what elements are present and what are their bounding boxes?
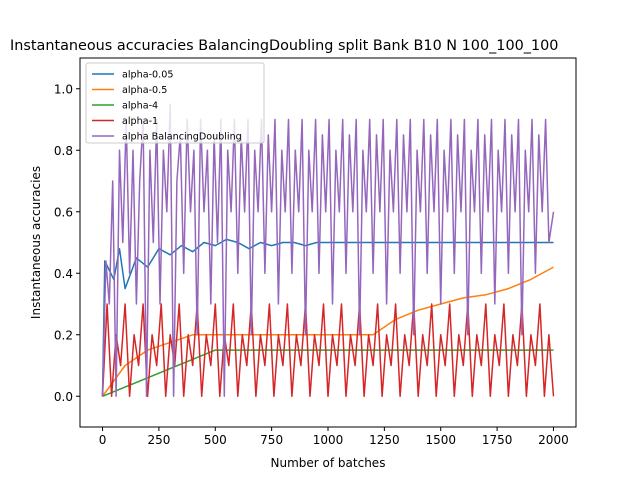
legend-label: alpha-0.05 (122, 70, 173, 81)
chart-title: Instantaneous accuracies BalancingDoubli… (10, 38, 558, 54)
series-line-4 (101, 103, 555, 398)
y-tick-label: 0.0 (54, 390, 73, 404)
y-axis-label: Instantaneous accuracies (29, 166, 43, 319)
x-tick-label: 250 (147, 433, 170, 447)
legend-box (85, 62, 265, 144)
legend-label: alpha-0.5 (122, 85, 167, 96)
legend-label: alpha-4 (122, 101, 158, 112)
y-tick-label: 0.6 (54, 205, 73, 219)
x-tick-label: 1750 (482, 433, 513, 447)
legend-label: alpha-1 (122, 116, 158, 127)
x-tick-label: 1000 (313, 433, 344, 447)
y-tick-label: 0.2 (54, 328, 73, 342)
series-line-3 (101, 303, 555, 398)
y-tick-label: 1.0 (54, 82, 73, 96)
legend-label: alpha BalancingDoubling (122, 132, 242, 143)
legend: alpha-0.05 alpha-0.5 alpha-4 alpha-1 alpha B… (85, 62, 265, 144)
x-tick-label: 2000 (538, 433, 569, 447)
x-axis: 0 250 500 750 1000 1250 1500 1750 2000 (99, 427, 569, 447)
x-tick-label: 1250 (369, 433, 400, 447)
series-layer (101, 103, 555, 398)
y-axis: 0.0 0.2 0.4 0.6 0.8 1.0 (54, 82, 80, 404)
y-tick-label: 0.4 (54, 267, 73, 281)
x-tick-label: 0 (99, 433, 107, 447)
x-axis-label: Number of batches (271, 456, 386, 470)
y-tick-label: 0.8 (54, 144, 73, 158)
x-tick-label: 500 (204, 433, 227, 447)
series-line-0 (101, 238, 554, 397)
x-tick-label: 750 (260, 433, 283, 447)
x-tick-label: 1500 (425, 433, 456, 447)
